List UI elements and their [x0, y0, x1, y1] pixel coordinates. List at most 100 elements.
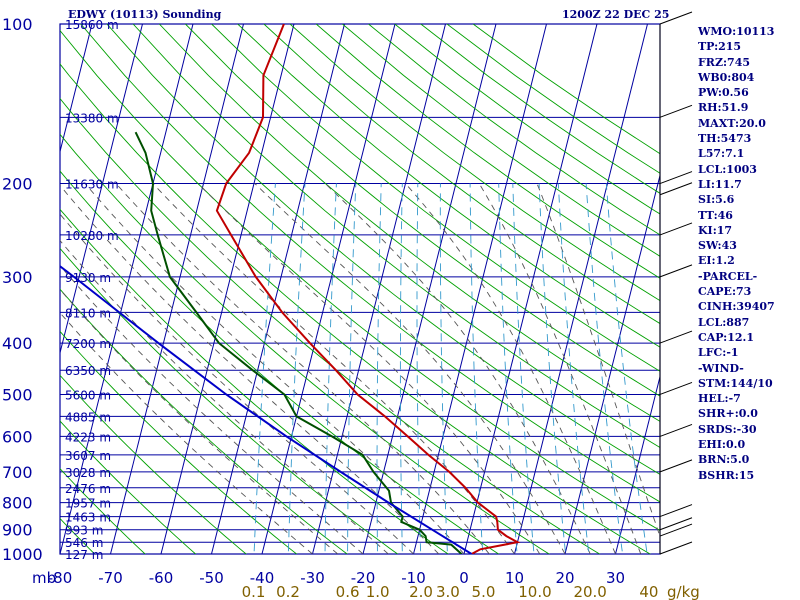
- mixing-ratio-line: [439, 183, 448, 554]
- isotherm-line: [60, 24, 143, 355]
- dry-adiabat-line: [60, 288, 348, 554]
- wind-barb: [659, 264, 693, 278]
- isotherm-line: [261, 24, 396, 554]
- moist-adiabat-line: [536, 183, 660, 538]
- index-item: MAXT:20.0: [698, 116, 766, 130]
- valid-time: 1200Z 22 DEC 25: [562, 8, 670, 21]
- isotherm-line: [514, 24, 648, 554]
- isotherm-line: [413, 24, 547, 554]
- height-label: 993 m: [65, 524, 103, 538]
- dry-adiabat-line: [80, 24, 660, 503]
- height-label: 10280 m: [65, 229, 119, 243]
- mixing-ratio-label: 1.0: [366, 583, 390, 600]
- index-item: CAP:12.1: [698, 330, 755, 344]
- dry-adiabat-line: [60, 468, 146, 554]
- moist-adiabat-line: [254, 183, 566, 554]
- dry-adiabat-line: [263, 24, 660, 325]
- index-item: STM:144/10: [698, 376, 773, 390]
- wind-barb: [659, 523, 693, 537]
- moist-adiabat-line: [60, 312, 313, 554]
- mixing-ratio-label: 20.0: [573, 583, 606, 600]
- pressure-tick-label: 100: [2, 15, 33, 34]
- pressure-tick-label: 1000: [2, 545, 43, 564]
- dry-adiabat-line: [60, 208, 449, 554]
- mixing-ratio-label: 5.0: [472, 583, 496, 600]
- moist-adiabat-line: [60, 184, 440, 554]
- index-item: SW:43: [698, 239, 737, 253]
- chart-grid: [59, 23, 661, 555]
- temperature-tick-label: -30: [300, 569, 325, 587]
- pressure-tick-label: 200: [2, 175, 33, 194]
- stability-indices-panel: WMO:10113 TP:215 FRZ:745 WB0:804 PW:0.56 RH:5…: [698, 24, 775, 483]
- height-label: 15860 m: [65, 18, 119, 32]
- height-label: 6350 m: [65, 364, 111, 378]
- height-label: 7200 m: [65, 337, 111, 351]
- wind-barb: [659, 11, 693, 25]
- index-item: -PARCEL-: [698, 269, 758, 283]
- pressure-unit-label: mb: [32, 569, 56, 587]
- temperature-tick-label: -80: [48, 569, 73, 587]
- mixing-ratio-label: 0.1: [242, 583, 266, 600]
- mixing-ratio-unit: g/kg: [667, 583, 700, 600]
- index-item: -WIND-: [698, 361, 744, 375]
- height-label: 4885 m: [65, 410, 111, 424]
- chart-series: [60, 24, 521, 554]
- moist-adiabat-line: [115, 183, 490, 554]
- wind-barb: [659, 330, 693, 344]
- height-label: 3028 m: [65, 466, 111, 480]
- pressure-tick-label: 400: [2, 334, 33, 353]
- mixing-ratio-line: [585, 183, 624, 554]
- dry-adiabat-line: [60, 133, 550, 554]
- dry-adiabat-line: [60, 330, 298, 554]
- dry-adiabat-line: [132, 24, 660, 449]
- temperature-tick-label: -20: [351, 569, 376, 587]
- isotherm-line: [160, 24, 295, 554]
- height-label: 5600 m: [65, 388, 111, 402]
- index-item: TH:5473: [698, 132, 752, 146]
- mixing-ratio-line: [376, 183, 382, 554]
- height-label: 8110 m: [65, 306, 111, 320]
- moist-adiabat-line: [405, 183, 616, 554]
- dry-adiabat-line: [60, 420, 197, 554]
- height-label: 1957 m: [65, 497, 111, 511]
- mixing-ratio-line: [347, 183, 357, 554]
- temperature-tick-label: 20: [555, 569, 574, 587]
- index-item: KI:17: [698, 223, 733, 237]
- dewpoint-line: [134, 131, 463, 554]
- temperature-line: [215, 24, 521, 554]
- height-label: 13380 m: [65, 111, 119, 125]
- mixing-ratio-line: [498, 183, 518, 554]
- index-item: BRN:5.0: [698, 453, 750, 467]
- isotherm-line: [463, 24, 598, 554]
- temperature-tick-label: -70: [98, 569, 123, 587]
- index-item: WMO:10113: [698, 25, 775, 38]
- dry-adiabat-line: [60, 97, 601, 554]
- dry-adiabat-line: [185, 24, 660, 397]
- index-item: SRDS:-30: [698, 422, 757, 436]
- height-label: 9130 m: [65, 271, 111, 285]
- wind-barb: [659, 222, 693, 236]
- wind-barb: [659, 459, 693, 473]
- height-label: 4223 m: [65, 430, 111, 444]
- mixing-ratio-line: [324, 183, 337, 554]
- mixing-ratio-line: [538, 183, 567, 554]
- index-item: LCL:1003: [698, 162, 757, 176]
- wind-profile: [659, 11, 693, 555]
- temperature-tick-label: -10: [401, 569, 426, 587]
- mixing-ratio-line: [512, 183, 535, 554]
- dry-adiabat-line: [106, 24, 660, 475]
- mixing-ratio-label: 40: [639, 583, 658, 600]
- dry-adiabat-line: [60, 517, 96, 554]
- index-item: SI:5.6: [698, 193, 735, 207]
- dry-adiabat-line: [60, 247, 399, 554]
- wind-barb: [659, 423, 693, 437]
- dry-adiabat-line: [158, 24, 660, 422]
- mixing-ratio-line: [287, 183, 306, 554]
- index-item: HEL:-7: [698, 392, 741, 406]
- index-item: LFC:-1: [698, 346, 739, 360]
- isotherm-line: [564, 173, 660, 554]
- moist-adiabat-line: [197, 183, 541, 554]
- index-item: L57:7.1: [698, 147, 745, 161]
